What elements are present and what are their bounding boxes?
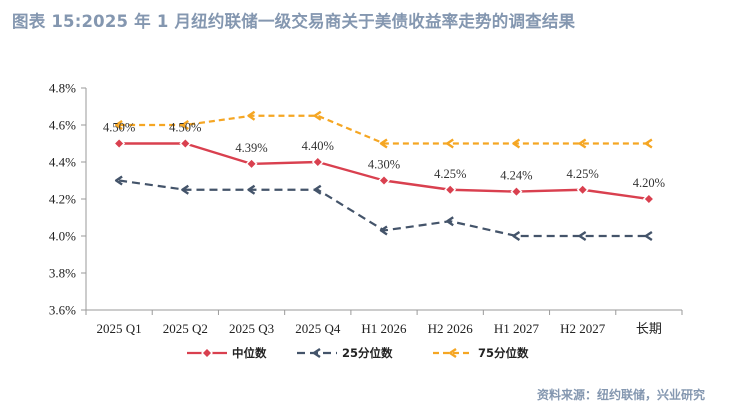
arrow-marker	[114, 175, 123, 186]
arrow-marker	[181, 120, 189, 130]
arrow-marker	[181, 184, 189, 195]
data-label: 4.25%	[434, 167, 466, 181]
y-tick-label: 3.6%	[49, 303, 76, 318]
diamond-marker	[642, 193, 655, 205]
diamond-marker	[245, 157, 258, 170]
data-labels: 4.50% 4.50% 4.39% 4.40% 4.30% 4.25% 4.24% 4.25%…	[103, 121, 665, 191]
arrow-marker	[313, 110, 322, 121]
series-line	[118, 179, 649, 238]
data-label: 4.50%	[103, 121, 135, 135]
arrow-marker	[114, 120, 123, 130]
chart-axes: 4.8% 4.6% 4.4% 4.2% 4.0% 3.8% 3.6% 2025 Q1 2025 …	[49, 81, 683, 336]
arrow-marker	[446, 216, 454, 227]
x-tick-label: H1 2026	[361, 321, 407, 336]
y-tick-label: 4.2%	[49, 192, 76, 207]
arrow-marker	[512, 138, 521, 149]
x-tick-label: H2 2026	[428, 321, 474, 336]
diamond-marker	[179, 137, 192, 150]
x-tick-label: H2 2027	[560, 321, 606, 336]
arrow-marker	[247, 184, 256, 195]
arrow-marker	[247, 110, 256, 121]
arrow-marker	[644, 231, 653, 241]
data-label: 4.39%	[235, 141, 267, 155]
y-tick-label: 4.0%	[49, 229, 76, 244]
chart-title: 图表 15:2025 年 1 月纽约联储一级交易商关于美债收益率走势的调查结果	[12, 12, 576, 31]
arrow-marker	[578, 138, 587, 149]
y-tick-label: 4.4%	[49, 155, 76, 170]
diamond-marker	[113, 137, 126, 150]
arrow-marker	[446, 138, 454, 149]
series-p25	[114, 175, 653, 241]
legend-item: 25分位数	[297, 346, 393, 360]
legend-label: 中位数	[232, 346, 267, 360]
diamond-marker	[576, 183, 589, 196]
legend-item: 中位数	[187, 346, 267, 360]
y-tick-label: 4.6%	[49, 118, 76, 133]
arrow-marker	[512, 231, 521, 241]
chart-legend: 中位数 25分位数 75分位数	[187, 346, 529, 360]
data-label: 4.50%	[169, 121, 201, 135]
data-label: 4.30%	[368, 158, 400, 172]
diamond-marker	[378, 174, 390, 187]
arrow-marker	[313, 184, 322, 195]
data-label: 4.24%	[500, 169, 532, 183]
series-line	[119, 114, 649, 145]
arrow-marker	[578, 231, 587, 241]
arrow-marker	[312, 348, 321, 358]
data-label: 4.25%	[567, 167, 599, 181]
x-tick-label: 2025 Q2	[163, 321, 208, 336]
x-tick-label: H1 2027	[494, 321, 540, 336]
x-tick-label: 2025 Q4	[295, 321, 341, 336]
series-layer	[113, 110, 655, 241]
series-median	[113, 137, 655, 205]
arrow-marker	[644, 138, 653, 149]
series-p75	[114, 110, 653, 149]
y-tick-label: 4.8%	[49, 81, 76, 96]
legend-label: 25分位数	[342, 346, 393, 360]
arrow-marker	[448, 348, 457, 358]
diamond-marker	[311, 156, 324, 168]
x-tick-label: 长期	[636, 321, 662, 336]
data-label: 4.40%	[302, 139, 334, 153]
data-label: 4.20%	[633, 176, 665, 190]
arrow-marker	[379, 225, 388, 236]
diamond-marker	[201, 347, 213, 359]
y-tick-label: 3.8%	[49, 266, 76, 281]
x-tick-label: 2025 Q1	[97, 321, 142, 336]
legend-item: 75分位数	[433, 346, 529, 360]
diamond-marker	[510, 185, 523, 198]
source-note: 资料来源：纽约联储，兴业研究	[536, 388, 705, 402]
x-tick-label: 2025 Q3	[229, 321, 274, 336]
diamond-marker	[444, 183, 457, 196]
arrow-marker	[379, 138, 388, 149]
legend-label: 75分位数	[478, 346, 529, 360]
